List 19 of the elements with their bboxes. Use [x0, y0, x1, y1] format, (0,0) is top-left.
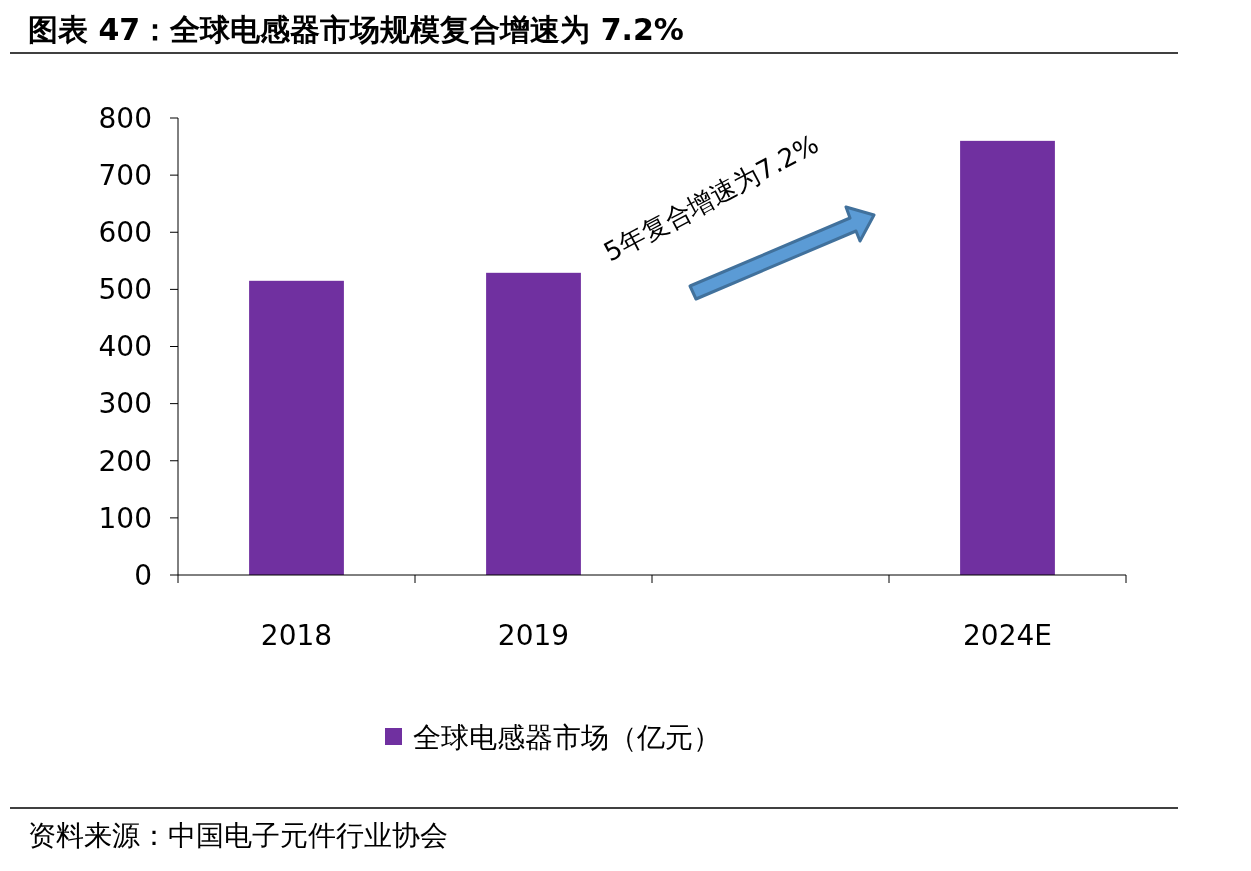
y-tick-label: 600	[98, 216, 152, 250]
text: 资料来源：中国电子元件行业协会	[28, 819, 448, 852]
y-tick-label: 800	[98, 101, 152, 135]
y-tick-label: 0	[134, 558, 152, 592]
y-tick-label: 100	[98, 501, 152, 535]
bar	[249, 280, 344, 575]
legend-label: 全球电感器市场（亿元）	[413, 720, 721, 754]
x-tick-label: 2024E	[963, 619, 1052, 652]
bar	[960, 140, 1055, 575]
y-tick-label: 500	[98, 273, 152, 307]
y-tick-label: 300	[98, 387, 152, 421]
annotation: 5年复合增速为7.2%	[598, 128, 824, 268]
y-tick-label: 700	[98, 158, 152, 192]
x-tick-label: 2018	[260, 619, 333, 652]
y-tick-label: 400	[98, 330, 152, 364]
bar	[486, 272, 581, 575]
x-tick-label: 2019	[497, 619, 570, 652]
y-tick-label: 200	[98, 444, 152, 478]
chart-title: 图表 47：全球电感器市场规模复合增速为 7.2%	[28, 12, 684, 47]
